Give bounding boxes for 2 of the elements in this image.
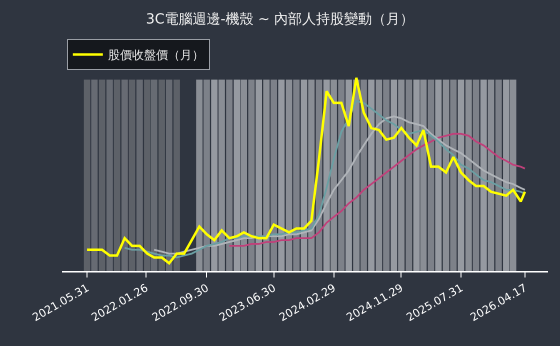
legend-label: 股價收盤價（月） [108, 48, 204, 62]
chart-title: 3C電腦週邊-機殼 ~ 內部人持股變動（月） [146, 12, 414, 28]
